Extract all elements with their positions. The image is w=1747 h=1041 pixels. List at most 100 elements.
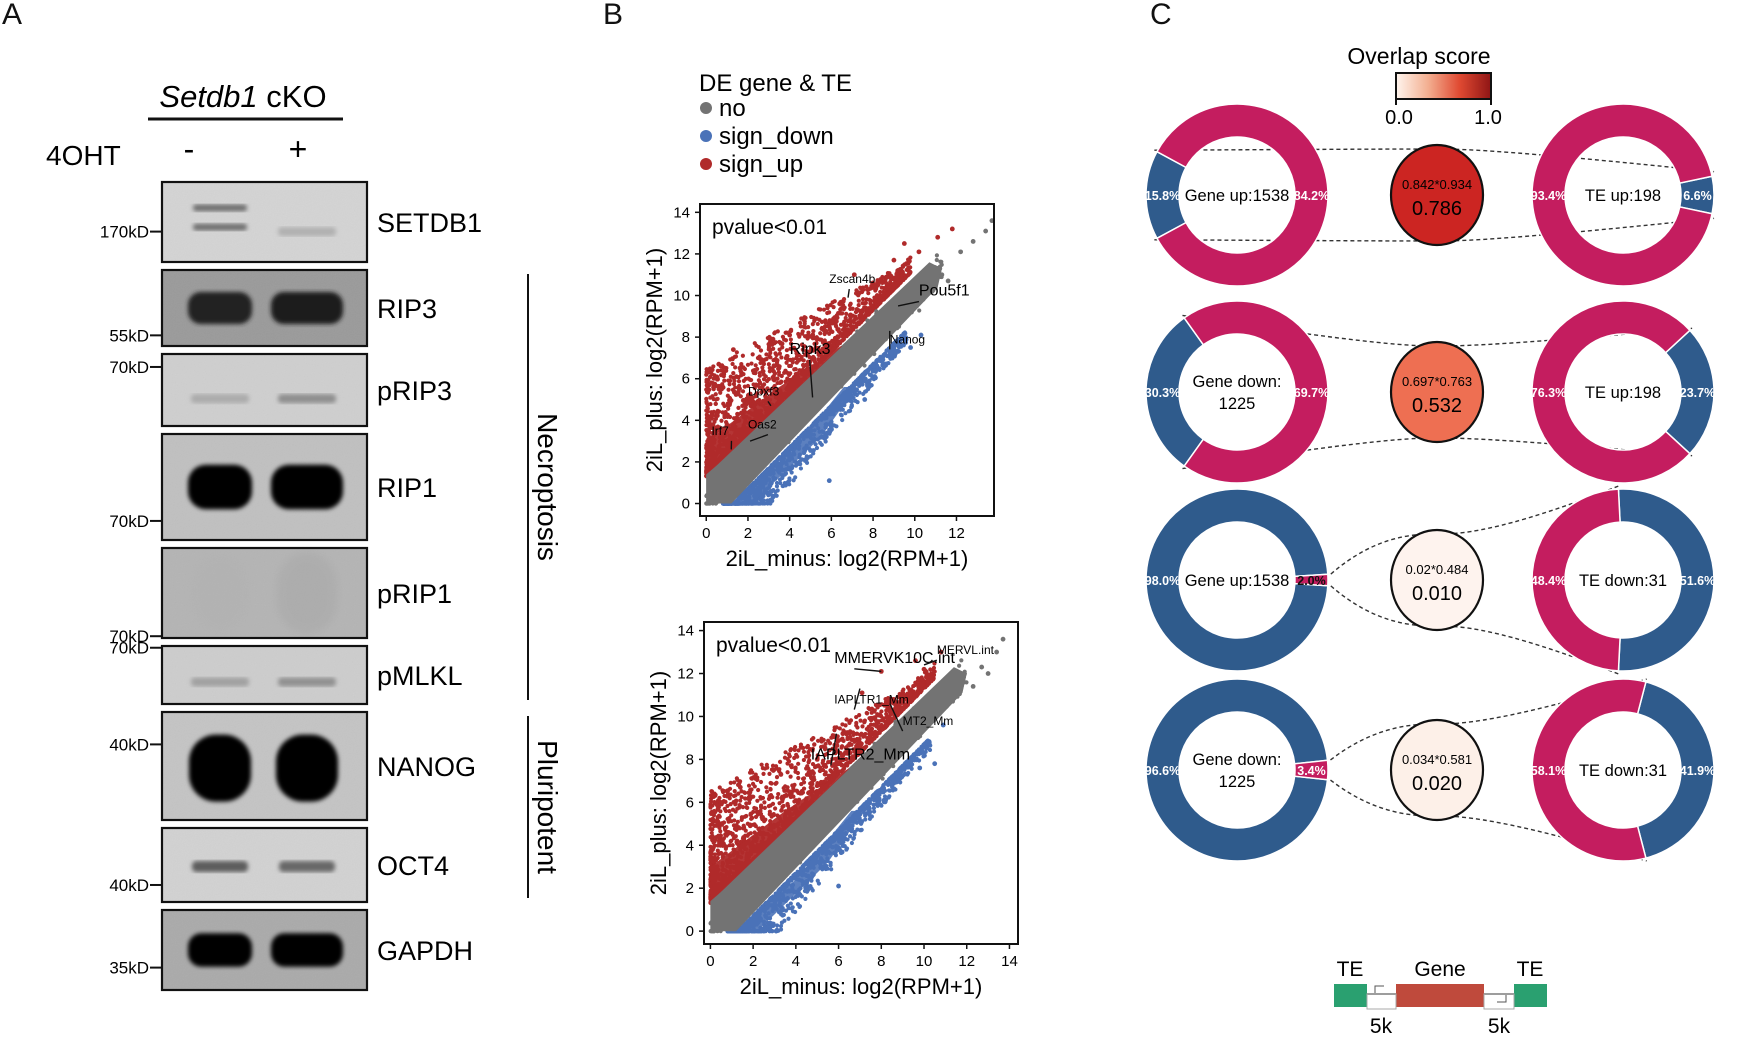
data-point-no	[934, 253, 940, 258]
data-point-up	[714, 383, 719, 388]
data-point-down	[860, 375, 866, 380]
data-point-outlier-no	[958, 249, 964, 255]
group-label: Necroptosis	[532, 413, 563, 561]
data-point-up	[883, 294, 889, 299]
data-point-up	[779, 808, 784, 813]
data-point-up	[710, 381, 715, 386]
data-point-outlier-sign-up	[891, 257, 897, 263]
blot-frame	[160, 710, 369, 822]
protein-band	[191, 677, 249, 687]
data-point-up	[876, 299, 882, 304]
data-point-up	[746, 783, 752, 788]
data-point-up	[859, 289, 865, 295]
data-point-up	[730, 843, 735, 848]
data-point-up	[826, 310, 832, 315]
data-point-up	[710, 367, 715, 372]
data-point-up	[707, 426, 712, 431]
data-point-up	[738, 368, 743, 373]
data-point-up	[878, 289, 883, 295]
data-point-up	[761, 372, 766, 377]
data-point-up	[724, 368, 729, 373]
data-point-up	[885, 275, 890, 280]
data-point-up	[777, 364, 782, 369]
data-point-up	[771, 812, 776, 817]
data-point-up	[802, 315, 807, 320]
data-point-up	[869, 729, 874, 734]
data-point-up	[779, 355, 784, 360]
protein-band	[271, 292, 343, 324]
data-point-up	[731, 371, 736, 376]
data-point-up	[730, 361, 735, 367]
label-text: Nanog	[890, 332, 925, 346]
blot-frame	[160, 644, 369, 706]
blot-title: Setdb1 cKO	[159, 79, 326, 114]
label-text: Irf7	[711, 424, 729, 438]
data-point-up	[787, 363, 792, 369]
data-point-up	[742, 384, 747, 389]
data-band-no	[706, 263, 942, 504]
data-point-up	[791, 786, 796, 791]
data-point-up	[858, 718, 863, 723]
label-leader-line	[847, 288, 850, 298]
data-point-up	[738, 394, 743, 399]
data-point-down	[811, 448, 816, 453]
data-point-up	[732, 789, 737, 794]
data-point-up	[713, 401, 718, 406]
data-point-up	[857, 313, 862, 318]
data-point-outlier-sign-up	[730, 347, 736, 352]
protein-band	[188, 292, 252, 324]
protein-band	[278, 394, 336, 404]
data-point-up	[788, 341, 794, 346]
data-point-up	[831, 305, 836, 310]
data-point-up	[767, 369, 772, 374]
data-point-up	[822, 325, 827, 330]
data-point-up	[758, 794, 763, 800]
data-point-down	[786, 479, 792, 484]
data-point-up	[723, 799, 728, 805]
data-point-outlier-no	[939, 272, 945, 278]
data-point-down	[888, 351, 894, 356]
data-point-up	[793, 367, 798, 372]
data-point-up	[778, 340, 784, 345]
legend-label: sign_up	[719, 151, 803, 178]
data-point-up	[766, 377, 771, 382]
data-point-up	[757, 371, 762, 376]
data-point-down	[840, 417, 845, 423]
data-point-up	[877, 712, 882, 717]
blot-title-suffix: cKO	[258, 79, 327, 114]
data-point-up	[713, 416, 719, 421]
data-point-up	[756, 378, 761, 383]
data-point-up	[759, 762, 764, 767]
data-point-up	[842, 325, 847, 331]
protein-label: OCT4	[377, 851, 449, 881]
data-point-down	[849, 399, 854, 404]
data-point-up	[728, 374, 733, 379]
data-point-up	[710, 372, 715, 377]
data-point-up	[719, 418, 724, 423]
data-point-up	[758, 779, 764, 785]
data-point-down	[778, 480, 783, 486]
x-tick-label: 2	[744, 525, 752, 542]
data-point-up	[864, 312, 869, 317]
protein-band	[277, 552, 337, 634]
data-point-up	[903, 275, 908, 281]
x-axis-label: 2iL_minus: log2(RPM+1)	[726, 546, 969, 571]
y-tick-label: 6	[682, 371, 690, 388]
data-point-down	[780, 451, 786, 457]
data-point-up	[760, 365, 765, 370]
data-point-up	[708, 401, 713, 407]
data-point-up	[773, 781, 778, 786]
data-point-up	[764, 785, 769, 790]
data-point-down	[798, 466, 804, 471]
blot-texture	[162, 354, 367, 426]
data-point-up	[806, 330, 811, 335]
lane-label-minus: -	[184, 131, 195, 167]
data-point-up	[811, 735, 816, 741]
data-point-up	[841, 335, 846, 340]
data-point-up	[818, 331, 823, 336]
data-point-up	[756, 345, 761, 350]
protein-band	[190, 552, 250, 634]
